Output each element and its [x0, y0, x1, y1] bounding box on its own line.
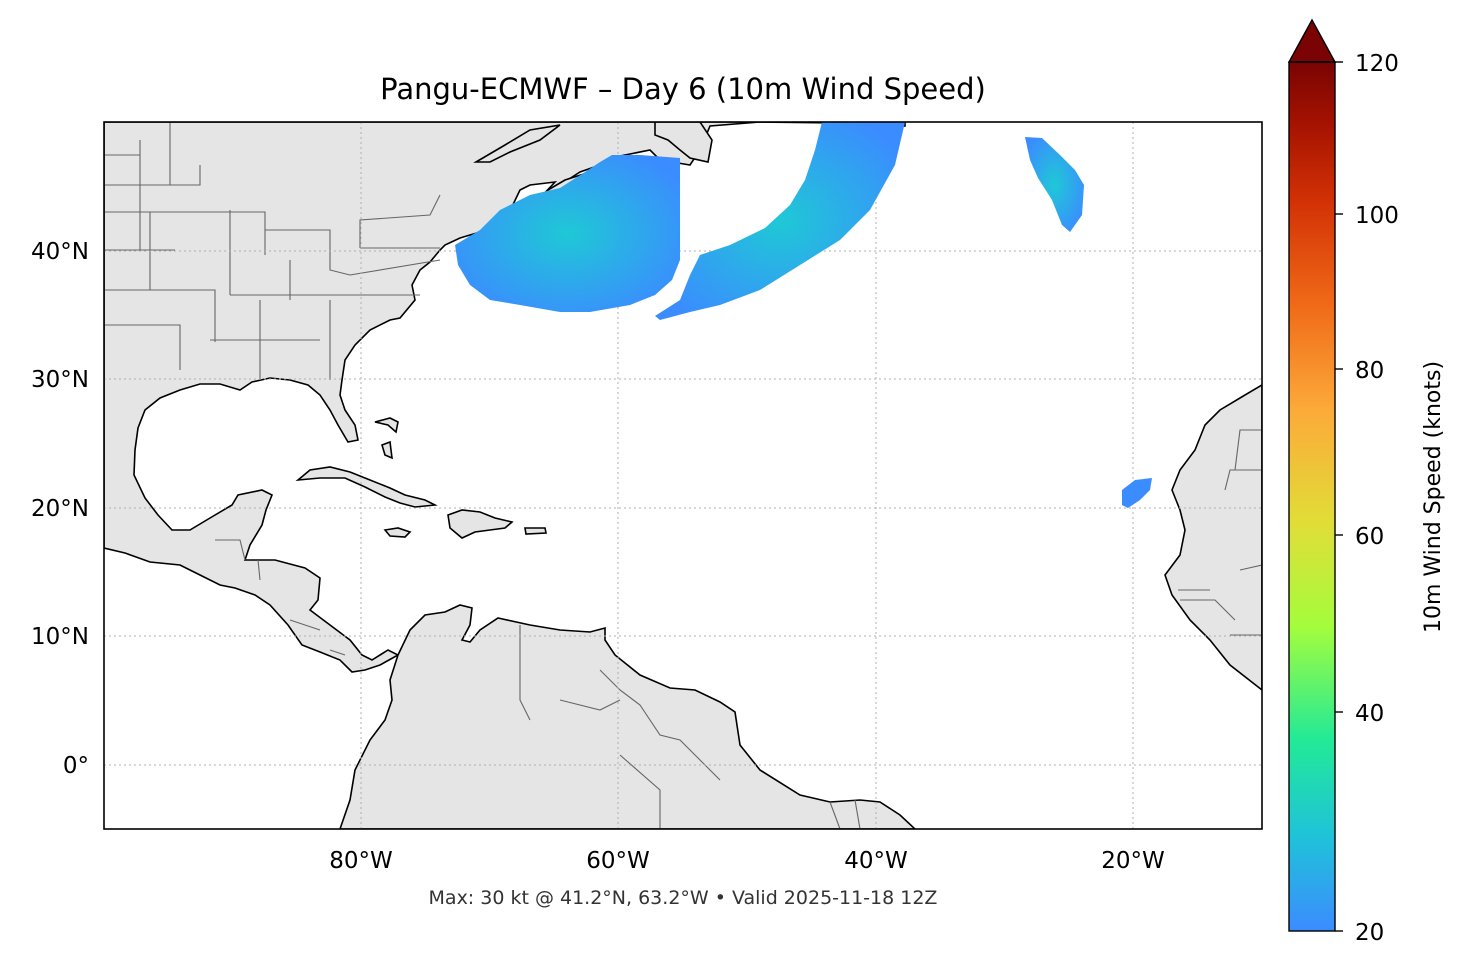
- lon-tick-label: 20°W: [1101, 848, 1165, 874]
- hispaniola-land: [447, 509, 514, 539]
- puerto-rico-land: [524, 527, 547, 535]
- figure-title: Pangu-ECMWF – Day 6 (10m Wind Speed): [380, 72, 986, 106]
- lat-tick-label: 0°: [63, 753, 89, 779]
- colorbar-tick-label: 60: [1355, 524, 1384, 550]
- newfoundland-land: [654, 122, 713, 163]
- wind-field-layer: [455, 122, 1152, 508]
- lon-tick-label: 60°W: [586, 848, 650, 874]
- gridlines: [104, 122, 1262, 829]
- lat-tick-label: 30°N: [31, 367, 89, 393]
- gulf-islands: [473, 124, 561, 163]
- colorbar-tick-label: 20: [1355, 920, 1384, 946]
- colorbar-frame: [1288, 61, 1336, 932]
- colorbar-tick-label: 80: [1355, 358, 1384, 384]
- lat-tick-label: 40°N: [31, 239, 89, 265]
- colorbar: 120 100 80 60 40 20 10m Wind Speed (knot…: [1287, 18, 1446, 946]
- colorbar-tick-labels: 120 100 80 60 40 20: [1355, 51, 1399, 946]
- cuba-land: [295, 466, 438, 508]
- map-frame: [103, 121, 1263, 830]
- colorbar-extend-max-arrow: [1287, 18, 1337, 63]
- wind-region-mid-atlantic-jet: [455, 155, 680, 312]
- colorbar-gradient: [1289, 62, 1335, 931]
- longitude-tick-labels: 80°W 60°W 40°W 20°W: [329, 848, 1165, 874]
- colorbar-tick-label: 100: [1355, 203, 1399, 229]
- lon-tick-label: 80°W: [329, 848, 393, 874]
- africa-land: [1164, 384, 1262, 692]
- lat-tick-label: 10°N: [31, 624, 89, 650]
- south-america-land: [339, 604, 917, 829]
- colorbar-tick-label: 120: [1355, 51, 1399, 77]
- jamaica-land: [383, 527, 412, 538]
- lon-tick-label: 40°W: [844, 848, 908, 874]
- map-panel: [104, 122, 1262, 829]
- political-borders: [104, 122, 1262, 829]
- latitude-tick-labels: 40°N 30°N 20°N 10°N 0°: [31, 239, 89, 779]
- colorbar-ticks: [1335, 61, 1343, 932]
- colorbar-tick-label: 40: [1355, 701, 1384, 727]
- wind-region-northeast-band: [655, 122, 905, 320]
- max-wind-caption: Max: 30 kt @ 41.2°N, 63.2°W • Valid 2025…: [429, 887, 938, 909]
- wind-region-canary-patch: [1122, 478, 1152, 508]
- lat-tick-label: 20°N: [31, 496, 89, 522]
- wind-region-azores-patch: [1025, 137, 1084, 232]
- bahamas-land: [374, 417, 399, 460]
- colorbar-label: 10m Wind Speed (knots): [1421, 361, 1446, 633]
